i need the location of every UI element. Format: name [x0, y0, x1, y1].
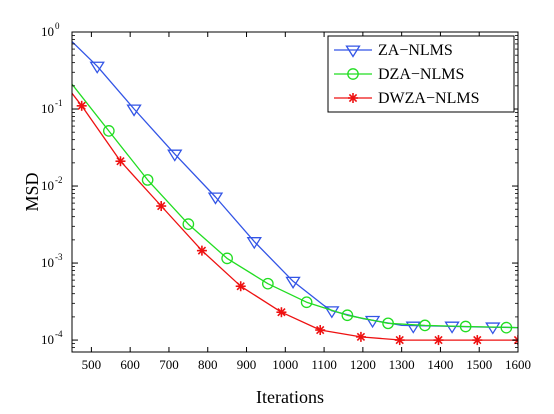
data-point-za-nlms-3	[207, 192, 224, 205]
legend-marker-dwza-nlms	[348, 93, 358, 103]
data-point-za-nlms-10	[485, 322, 501, 335]
legend-label-za-nlms: ZA−NLMS	[378, 42, 453, 59]
data-point-dwza-nlms-4	[235, 281, 246, 292]
legend-marker-dza-nlms	[347, 68, 359, 80]
y-tick-exponent: -4	[55, 329, 63, 339]
data-point-za-nlms-5	[285, 276, 301, 289]
legend-label-dwza-nlms: DWZA−NLMS	[378, 90, 479, 107]
data-point-dwza-nlms-2	[156, 201, 167, 212]
data-point-dza-nlms-0	[102, 125, 115, 137]
data-point-dwza-nlms-7	[355, 331, 366, 342]
data-point-dwza-nlms-6	[315, 325, 326, 336]
legend-label-dza-nlms: DZA−NLMS	[378, 66, 464, 83]
x-tick-label: 500	[82, 357, 102, 372]
x-tick-label: 1300	[389, 357, 415, 372]
data-point-za-nlms-9	[444, 321, 460, 334]
data-point-dza-nlms-8	[419, 319, 431, 332]
y-tick-exponent: 0	[55, 21, 60, 31]
data-point-za-nlms-2	[167, 149, 183, 162]
y-tick-exponent: -3	[55, 252, 63, 262]
x-tick-label: 1200	[350, 357, 376, 372]
series-line-dwza-nlms	[72, 92, 518, 341]
data-point-dwza-nlms-0	[76, 100, 87, 111]
data-point-dza-nlms-3	[221, 252, 233, 265]
data-point-dwza-nlms-8	[394, 335, 405, 346]
x-tick-label: 1400	[427, 357, 453, 372]
data-point-dwza-nlms-3	[196, 245, 207, 256]
x-tick-label: 900	[237, 357, 257, 372]
data-point-za-nlms-1	[126, 104, 142, 117]
data-point-dza-nlms-9	[459, 320, 472, 333]
data-point-za-nlms-7	[364, 315, 381, 329]
series-line-dza-nlms	[72, 83, 518, 329]
x-tick-label: 700	[159, 357, 179, 372]
data-point-dza-nlms-5	[300, 296, 313, 309]
x-tick-label: 800	[198, 357, 218, 372]
data-layer	[72, 41, 518, 346]
y-tick-exponent: -2	[55, 175, 63, 185]
y-tick-label: 10	[41, 255, 54, 270]
data-point-za-nlms-8	[405, 321, 421, 334]
x-tick-label: 1500	[466, 357, 492, 372]
x-axis-label: Iterations	[256, 387, 324, 407]
plot-frame	[71, 31, 519, 353]
data-point-za-nlms-6	[324, 306, 340, 319]
data-point-za-nlms-4	[246, 237, 262, 250]
x-tick-label: 1100	[311, 357, 337, 372]
legend: ZA−NLMS DZA−NLMS DWZA−NLMS	[327, 35, 515, 113]
x-tick-label: 1600	[505, 357, 531, 372]
data-point-dza-nlms-6	[341, 309, 354, 322]
x-tick-label: 1000	[272, 357, 298, 372]
y-tick-label: 10	[41, 178, 54, 193]
data-point-za-nlms-0	[89, 61, 105, 74]
data-point-dwza-nlms-9	[433, 335, 444, 346]
y-tick-label: 10	[41, 332, 54, 347]
y-tick-label: 10	[41, 24, 54, 39]
data-point-dwza-nlms-1	[115, 156, 126, 167]
y-axis-label: MSD	[22, 172, 42, 211]
legend-marker-za-nlms	[345, 45, 361, 58]
data-point-dwza-nlms-10	[472, 335, 483, 346]
data-point-dza-nlms-4	[262, 277, 274, 290]
data-point-dza-nlms-2	[182, 218, 195, 230]
data-point-dza-nlms-10	[500, 321, 513, 334]
y-tick-exponent: -1	[55, 98, 63, 108]
data-point-dza-nlms-1	[141, 174, 154, 186]
data-point-dwza-nlms-5	[276, 307, 287, 318]
data-point-dza-nlms-7	[382, 317, 394, 330]
x-tick-label: 600	[120, 357, 140, 372]
y-tick-label: 10	[41, 101, 54, 116]
